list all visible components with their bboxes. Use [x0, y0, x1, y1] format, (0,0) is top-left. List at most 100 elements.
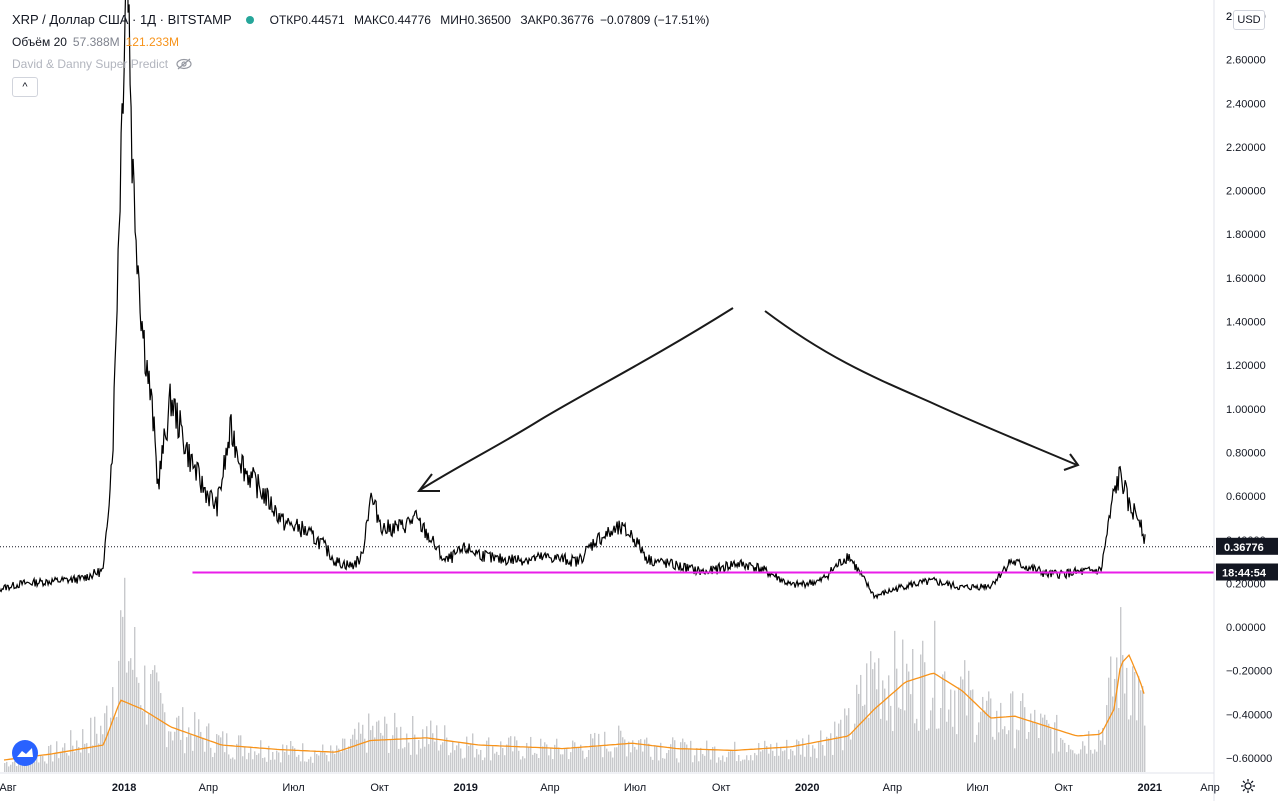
volume-bar: [54, 753, 56, 772]
volume-bar: [912, 648, 914, 772]
volume-bar: [1124, 693, 1126, 772]
volume-bar: [44, 761, 46, 772]
close-label: ЗАКР: [520, 12, 551, 27]
volume-bar: [732, 751, 734, 772]
volume-bar: [46, 763, 48, 772]
volume-bar: [344, 738, 346, 772]
volume-bar: [90, 717, 92, 772]
volume-bar: [488, 737, 490, 772]
time-axis[interactable]: Авг 2018 Апр Июл Окт 2019 Апр Июл Окт 2020 Апр Июл О…: [0, 782, 1220, 794]
currency-button[interactable]: USD: [1233, 10, 1265, 30]
volume-bar: [180, 739, 182, 772]
price-axis[interactable]: 2.800002.600002.400002.200002.000001.800…: [1226, 11, 1272, 765]
volume-bar: [512, 751, 514, 772]
volume-bar: [336, 745, 338, 772]
volume-bar: [906, 663, 908, 772]
arrow-left-head: [416, 473, 440, 492]
volume-bar: [1046, 719, 1048, 772]
volume-bar: [188, 727, 190, 772]
volume-bar: [982, 696, 984, 772]
volume-bar: [600, 746, 602, 772]
volume-bar: [728, 751, 730, 772]
volume-bar: [840, 719, 842, 772]
volume-bar: [434, 741, 436, 772]
volume-bar: [894, 630, 896, 772]
volume-bar: [292, 746, 294, 772]
volume-bar: [698, 761, 700, 772]
volume-bar: [550, 747, 552, 772]
volume-bar: [466, 736, 468, 772]
volume-bar: [514, 736, 516, 772]
volume-bar: [474, 757, 476, 772]
price-tick-label: 0.20000: [1226, 578, 1266, 590]
legend-indicator[interactable]: David & Danny Super Predict: [12, 57, 192, 71]
tradingview-logo-icon[interactable]: [12, 740, 38, 766]
volume-bar: [340, 752, 342, 772]
volume-bar: [708, 748, 710, 772]
volume-bar: [988, 691, 990, 772]
volume-bar: [872, 669, 874, 772]
volume-bar: [1070, 749, 1072, 772]
volume-bar: [646, 737, 648, 772]
volume-bar: [172, 740, 174, 772]
volume-bar: [666, 753, 668, 772]
symbol-title[interactable]: XRP / Доллар США · 1Д · BITSTAMP: [12, 12, 232, 27]
volume-bar: [238, 735, 240, 772]
volume-bar: [1040, 713, 1042, 772]
gear-icon[interactable]: [1240, 778, 1256, 794]
volume-bar: [1114, 678, 1116, 772]
volume-bar: [936, 728, 938, 772]
volume-bar: [202, 737, 204, 772]
volume-bar: [656, 746, 658, 772]
high-value: 0.44776: [387, 12, 431, 27]
volume-bar: [1044, 714, 1046, 772]
volume-bar: [596, 746, 598, 772]
volume-bar: [852, 732, 854, 772]
volume-bar: [1034, 709, 1036, 772]
volume-bar: [560, 754, 562, 772]
legend-volume[interactable]: Объём 20 57.388M 121.233M: [12, 35, 179, 49]
volume-bar: [742, 759, 744, 772]
volume-bar: [1052, 753, 1054, 772]
open-value: 0.44571: [301, 12, 345, 27]
volume-bar: [450, 752, 452, 772]
eye-hidden-icon[interactable]: [176, 58, 192, 70]
collapse-legend-button[interactable]: ^: [12, 77, 38, 97]
volume-bar: [604, 731, 606, 772]
volume-bar: [854, 723, 856, 772]
volume-bar: [140, 705, 142, 772]
volume-bar: [106, 705, 108, 772]
volume-bar: [1042, 717, 1044, 772]
volume-bar: [558, 747, 560, 772]
volume-bar: [548, 755, 550, 772]
volume-bar: [244, 746, 246, 772]
volume-bar: [430, 720, 432, 772]
volume-bar: [204, 751, 206, 772]
volume-bar: [892, 731, 894, 772]
volume-bar: [438, 750, 440, 772]
time-tick-label: Окт: [712, 782, 731, 794]
volume-bar: [254, 751, 256, 772]
volume-bar: [608, 751, 610, 772]
volume-bar: [358, 722, 360, 772]
volume-bar: [568, 759, 570, 772]
volume-bar: [544, 742, 546, 772]
volume-bar: [464, 757, 466, 772]
volume-bar: [532, 754, 534, 772]
volume-bar: [632, 740, 634, 772]
volume-bar: [14, 760, 16, 772]
volume-bar: [326, 755, 328, 772]
volume-bar: [414, 734, 416, 772]
volume-bar: [360, 733, 362, 772]
volume-bar: [824, 755, 826, 772]
volume-bar: [246, 759, 248, 772]
volume-bar: [918, 730, 920, 772]
volume-bar: [114, 717, 116, 772]
volume-bar: [108, 732, 110, 772]
volume-bar: [454, 750, 456, 772]
volume-bar: [686, 744, 688, 772]
price-tick-label: 1.00000: [1226, 404, 1266, 416]
time-tick-label: Авг: [0, 782, 17, 794]
time-tick-label: 2019: [453, 782, 477, 794]
